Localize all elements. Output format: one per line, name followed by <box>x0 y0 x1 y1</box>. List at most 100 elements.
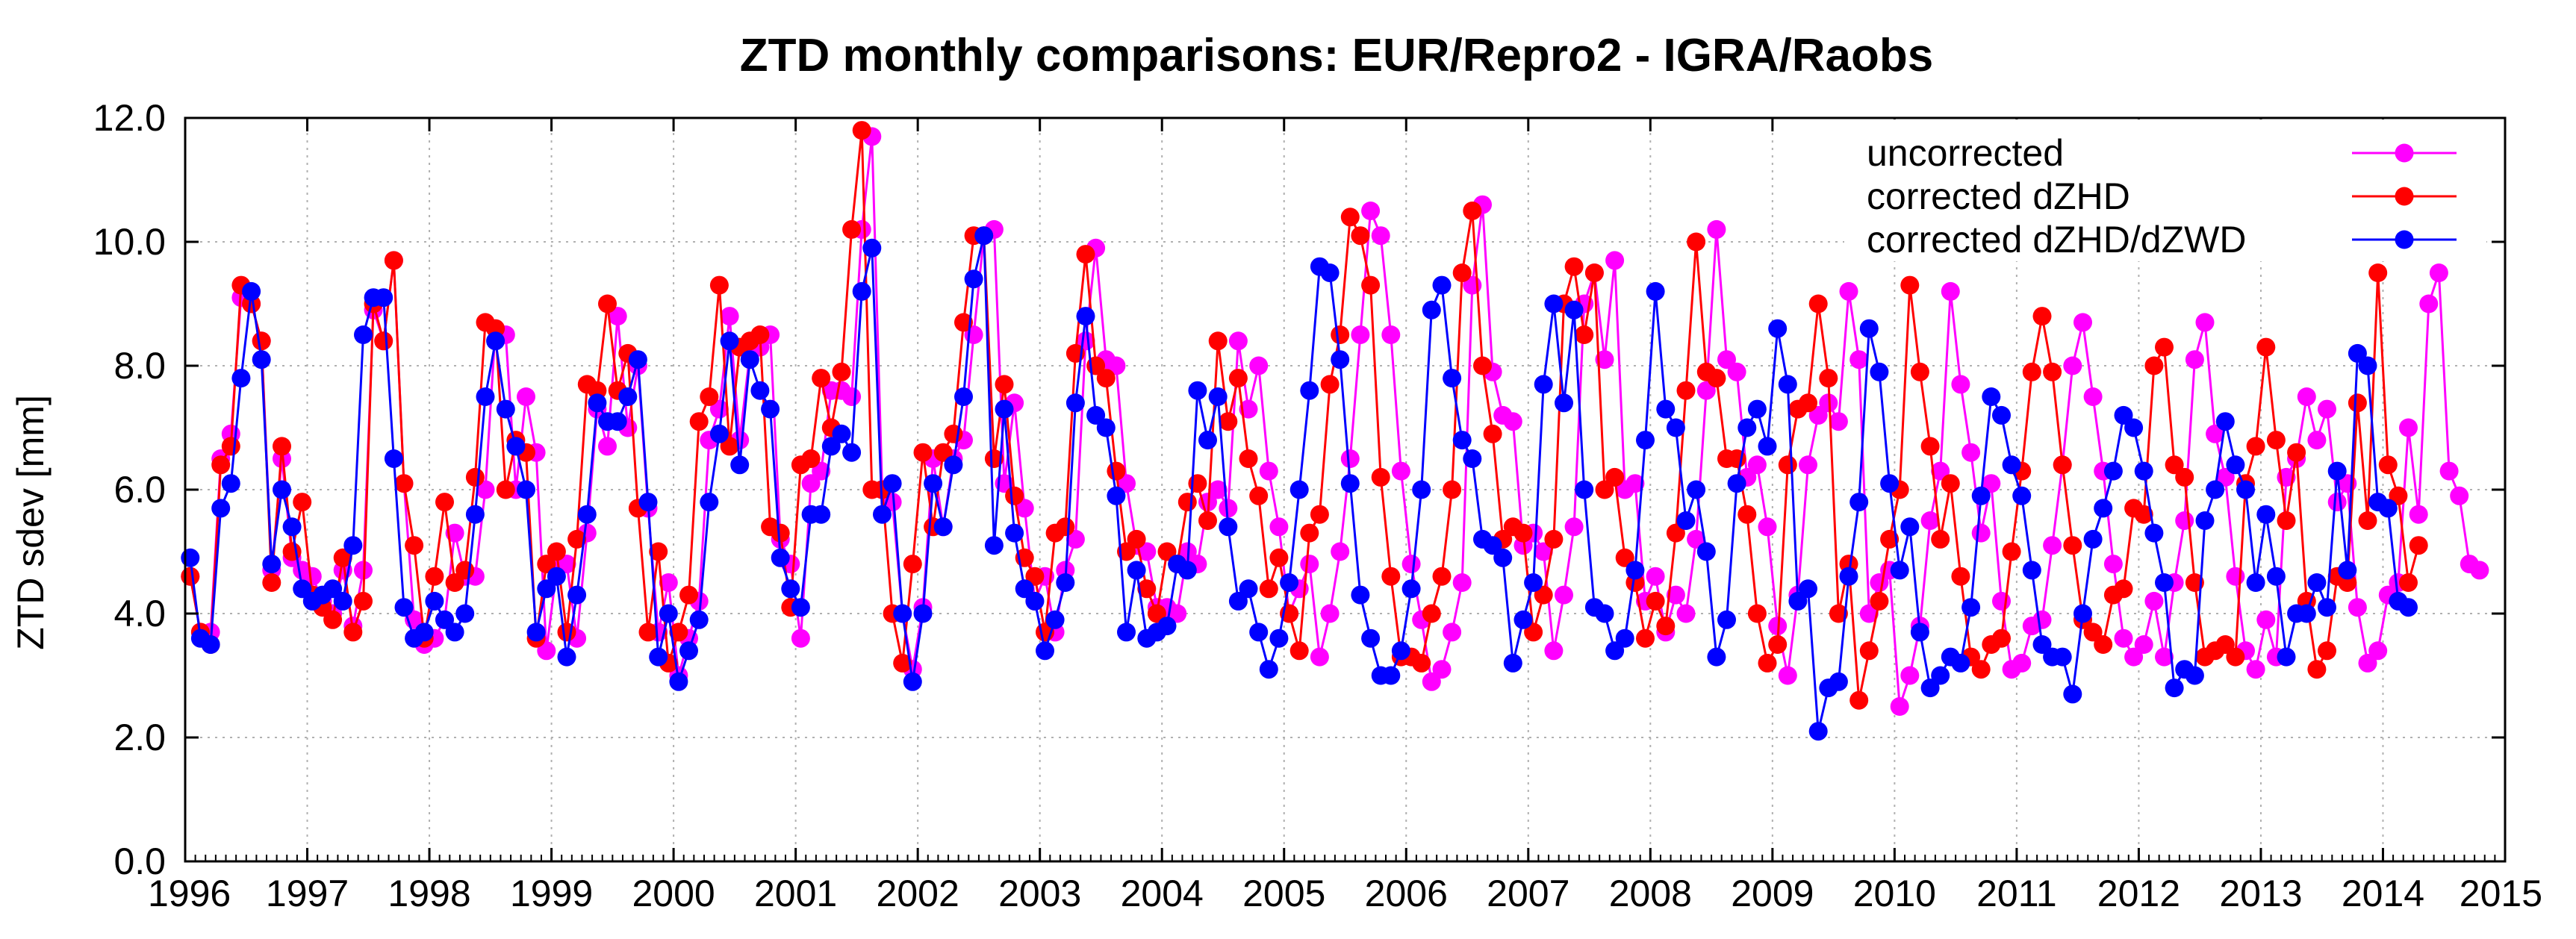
data-point <box>2022 362 2041 381</box>
data-point <box>618 387 638 406</box>
data-point <box>1198 431 1217 450</box>
data-point <box>709 399 729 419</box>
data-point <box>1900 275 1920 295</box>
data-point <box>394 598 414 617</box>
data-point <box>893 604 912 623</box>
legend-label: corrected dZHD/dZWD <box>1867 219 2246 261</box>
data-point <box>577 505 597 524</box>
data-point <box>221 474 240 493</box>
data-point <box>2124 647 2144 667</box>
data-point <box>231 369 251 388</box>
data-point <box>700 493 719 512</box>
data-point <box>1432 660 1452 679</box>
data-point <box>1443 480 1462 499</box>
data-point <box>1747 455 1767 475</box>
data-point <box>1065 393 1085 413</box>
data-point <box>2419 294 2439 313</box>
data-point <box>2012 486 2032 505</box>
data-point <box>1788 591 1808 611</box>
data-point <box>1208 387 1228 406</box>
data-point <box>873 505 892 524</box>
data-point <box>1025 591 1045 611</box>
data-point <box>2215 412 2235 431</box>
data-point <box>2256 337 2276 357</box>
data-point <box>1137 542 1157 561</box>
data-point <box>2307 660 2327 679</box>
data-point <box>1971 660 1991 679</box>
data-point <box>913 604 933 623</box>
data-point <box>1289 641 1309 661</box>
data-point <box>252 331 271 351</box>
data-point <box>2358 511 2377 530</box>
data-point <box>1228 369 1248 388</box>
data-point <box>1513 523 1533 543</box>
data-point <box>2134 505 2153 524</box>
data-point <box>1920 511 1940 530</box>
data-point <box>2297 604 2316 623</box>
data-point <box>720 307 739 326</box>
data-point <box>1839 281 1858 301</box>
data-point <box>852 121 871 140</box>
data-point <box>588 393 607 413</box>
data-point <box>700 387 719 406</box>
data-point <box>374 288 393 308</box>
data-point <box>425 591 444 611</box>
data-point <box>1555 585 1573 605</box>
data-point <box>608 307 627 326</box>
data-point <box>201 635 220 654</box>
data-point <box>273 437 291 456</box>
data-point <box>1259 660 1278 679</box>
data-point <box>465 467 485 487</box>
data-point <box>1208 480 1228 499</box>
data-point <box>1707 219 1726 239</box>
data-point <box>486 331 505 351</box>
data-point <box>2032 610 2052 629</box>
data-point <box>1849 690 1869 710</box>
data-point <box>1269 517 1289 537</box>
data-point <box>1401 555 1421 574</box>
data-point <box>2063 536 2082 555</box>
series-2 <box>181 226 2418 741</box>
data-point <box>181 567 200 586</box>
data-point <box>598 294 617 313</box>
data-point <box>384 449 403 468</box>
data-point <box>2175 511 2194 530</box>
data-point <box>374 331 393 351</box>
data-point <box>1625 561 1645 580</box>
data-point <box>1890 697 1909 716</box>
data-point <box>2124 418 2144 437</box>
y-tick-label: 6.0 <box>113 469 166 511</box>
data-point <box>445 623 464 642</box>
data-point <box>1900 666 1920 685</box>
data-point <box>771 523 790 543</box>
data-point <box>2103 555 2123 574</box>
data-point <box>1747 399 1767 419</box>
data-point <box>1605 251 1625 270</box>
data-point <box>2195 511 2215 530</box>
data-point <box>557 647 576 667</box>
data-point <box>2043 362 2062 381</box>
data-point <box>2063 684 2082 704</box>
data-point <box>1808 405 1828 425</box>
data-point <box>211 455 231 475</box>
data-point <box>1228 591 1248 611</box>
data-point <box>801 474 821 493</box>
y-tick-label: 12.0 <box>93 97 166 139</box>
data-point <box>262 555 281 574</box>
data-point <box>1584 263 1604 282</box>
data-point <box>791 598 810 617</box>
data-point <box>944 455 963 475</box>
data-point <box>1096 369 1116 388</box>
data-point <box>608 412 627 431</box>
data-point <box>1615 628 1634 648</box>
data-point <box>1951 375 1970 394</box>
data-point <box>1544 641 1564 661</box>
data-point <box>1859 604 1879 623</box>
data-point <box>2032 635 2052 654</box>
data-point <box>1065 529 1085 549</box>
data-point <box>1920 678 1940 698</box>
data-point <box>801 449 821 468</box>
data-point <box>842 219 862 239</box>
legend-background <box>1844 119 2486 261</box>
data-point <box>1625 474 1645 493</box>
